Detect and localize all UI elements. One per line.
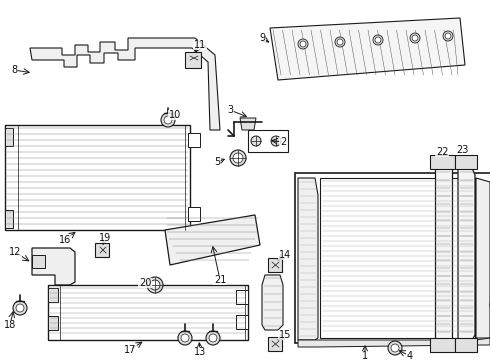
Text: 13: 13 (194, 347, 206, 357)
Circle shape (150, 280, 160, 290)
Text: 1: 1 (362, 351, 368, 360)
Circle shape (391, 344, 399, 352)
Circle shape (298, 39, 308, 49)
Circle shape (300, 41, 306, 47)
Circle shape (375, 37, 381, 43)
Circle shape (230, 150, 246, 166)
Circle shape (147, 277, 163, 293)
Bar (430, 155, 455, 169)
Bar (5, 128, 13, 146)
Bar (188, 207, 200, 221)
Circle shape (388, 341, 402, 355)
Polygon shape (30, 38, 220, 130)
Bar (455, 338, 477, 352)
Bar (95, 243, 109, 257)
Bar (48, 288, 58, 302)
Text: 4: 4 (407, 351, 413, 360)
Circle shape (251, 136, 261, 146)
Bar (236, 315, 248, 329)
Circle shape (271, 136, 281, 146)
Text: 17: 17 (124, 345, 136, 355)
Bar (268, 258, 282, 272)
Polygon shape (270, 18, 465, 80)
Circle shape (335, 37, 345, 47)
Circle shape (206, 331, 220, 345)
Polygon shape (458, 168, 475, 340)
Circle shape (181, 334, 189, 342)
Polygon shape (165, 215, 260, 265)
Bar (48, 285, 248, 340)
Circle shape (445, 33, 451, 39)
Text: 2: 2 (280, 137, 286, 147)
Bar (320, 178, 475, 338)
Polygon shape (240, 118, 256, 130)
Bar (248, 130, 288, 152)
Text: 12: 12 (9, 247, 21, 257)
Text: 19: 19 (99, 233, 111, 243)
Polygon shape (298, 178, 318, 340)
Bar (5, 210, 13, 228)
Bar (188, 133, 200, 147)
Bar (48, 316, 58, 330)
Circle shape (373, 35, 383, 45)
Circle shape (233, 153, 243, 163)
Text: 20: 20 (139, 278, 151, 288)
Bar (430, 338, 455, 352)
Polygon shape (32, 255, 45, 268)
Bar (295, 173, 490, 343)
Polygon shape (262, 275, 283, 330)
Bar (5, 125, 190, 230)
Circle shape (13, 301, 27, 315)
Text: 9: 9 (259, 33, 265, 43)
Polygon shape (435, 168, 452, 340)
Text: 5: 5 (214, 157, 220, 167)
Bar (185, 52, 201, 68)
Circle shape (337, 39, 343, 45)
Text: 16: 16 (59, 235, 71, 245)
Text: 15: 15 (279, 330, 291, 340)
Bar (236, 290, 248, 304)
Text: 18: 18 (4, 320, 16, 330)
Bar (268, 337, 282, 351)
Polygon shape (476, 178, 490, 338)
Polygon shape (298, 338, 490, 347)
Text: 11: 11 (194, 40, 206, 50)
Circle shape (410, 33, 420, 43)
Polygon shape (32, 248, 75, 285)
Circle shape (164, 116, 172, 124)
Circle shape (161, 113, 175, 127)
Circle shape (16, 304, 24, 312)
Circle shape (178, 331, 192, 345)
Circle shape (209, 334, 217, 342)
Text: 22: 22 (436, 147, 448, 157)
Circle shape (443, 31, 453, 41)
Text: 14: 14 (279, 250, 291, 260)
Text: 3: 3 (227, 105, 233, 115)
Bar (455, 155, 477, 169)
Text: 10: 10 (169, 110, 181, 120)
Text: 23: 23 (456, 145, 468, 155)
Circle shape (412, 35, 418, 41)
Text: 8: 8 (11, 65, 17, 75)
Text: 21: 21 (214, 275, 226, 285)
